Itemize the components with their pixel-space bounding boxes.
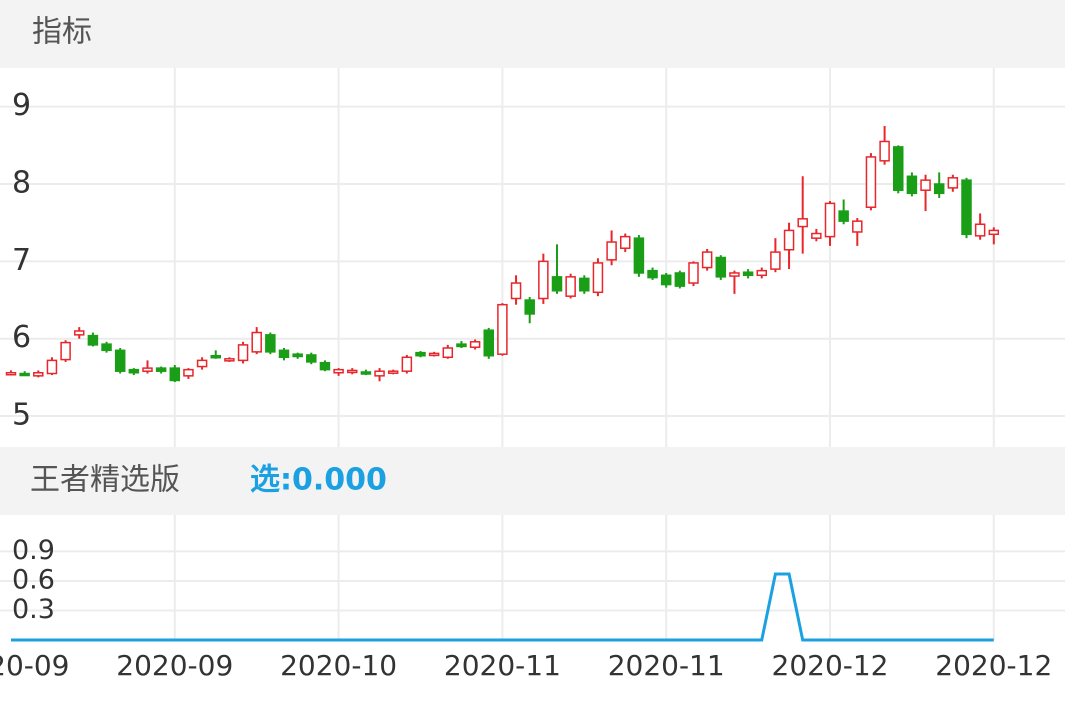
candle-body — [715, 256, 727, 278]
candle-body — [196, 359, 208, 368]
candle-body — [101, 343, 112, 352]
candle-body — [497, 303, 508, 355]
x-tick-label: 2020-09 — [116, 649, 233, 682]
candle-body — [74, 330, 85, 336]
candle-body — [824, 202, 836, 238]
candle-body — [729, 272, 740, 277]
candle-body — [920, 179, 931, 191]
candle-body — [347, 369, 358, 374]
y-tick-label: 6 — [12, 320, 31, 355]
candle-body — [647, 269, 658, 279]
y-tick-label: 5 — [12, 398, 31, 433]
candle-body — [933, 183, 945, 195]
candle-body — [538, 260, 549, 300]
candle-body — [947, 177, 959, 189]
candle-body — [606, 241, 617, 261]
candle-body — [360, 371, 372, 375]
candle-body — [988, 229, 1000, 236]
candle-body — [469, 341, 481, 348]
candle-body — [783, 229, 795, 251]
candle-body — [770, 251, 781, 270]
candle-body — [579, 277, 590, 292]
candle-body — [292, 353, 303, 358]
candle-body — [674, 272, 686, 287]
candle-body — [169, 367, 181, 382]
candle-body — [620, 235, 631, 249]
candle-body — [961, 179, 972, 236]
x-tick-label: 2020-12 — [935, 649, 1052, 682]
candle-body — [483, 329, 494, 357]
candle-body — [442, 347, 454, 359]
candle-body — [142, 367, 153, 372]
candle-body — [114, 349, 126, 372]
y-tick-label: 8 — [12, 166, 31, 201]
indicator-y-tick-label: 0.3 — [12, 594, 55, 625]
candle-body — [415, 351, 426, 357]
candle-body — [551, 276, 563, 292]
candle-body — [278, 349, 290, 359]
candle-body — [237, 344, 249, 362]
candle-body — [251, 331, 262, 353]
candle-body — [742, 271, 754, 277]
candle-body — [319, 361, 331, 371]
candle-body — [183, 368, 194, 377]
candle-body — [87, 334, 99, 346]
x-tick-label: 2020-09 — [0, 649, 70, 682]
indicator-line — [11, 572, 994, 642]
candle-body — [865, 156, 877, 208]
candle-body — [510, 282, 522, 300]
candle-body — [811, 232, 822, 239]
x-tick-label: 2020-12 — [772, 649, 889, 682]
candle-body — [592, 262, 604, 294]
candle-body — [155, 367, 167, 372]
candle-body — [906, 175, 918, 195]
indicator-value: 选:0.000 — [250, 463, 387, 498]
candle-body — [306, 354, 317, 363]
candle-body — [456, 343, 467, 348]
candle-body — [893, 146, 904, 191]
candle-body — [210, 354, 221, 359]
indicator-bar — [0, 447, 1065, 515]
candle-body — [401, 356, 413, 372]
plot-area: 5 6 7 8 9 0.30.60.9 — [0, 68, 1065, 642]
candle-body — [387, 370, 399, 374]
candle-body — [660, 274, 672, 286]
candle-body — [756, 269, 767, 277]
candle-body — [797, 218, 808, 228]
candle-body — [265, 334, 276, 353]
candle-body — [524, 299, 535, 315]
indicator-name: 王者精选版 — [30, 463, 180, 498]
candle-body — [60, 341, 71, 361]
y-tick-label: 9 — [12, 88, 31, 123]
candle-body — [879, 140, 890, 162]
candle-body — [428, 352, 440, 357]
x-tick-label: 2020-10 — [280, 649, 397, 682]
x-tick-label: 2020-11 — [608, 649, 725, 682]
candle-body — [5, 371, 17, 376]
indicator-y-tick-label: 0.9 — [12, 535, 55, 566]
candle-body — [701, 251, 713, 269]
candle-body — [46, 359, 58, 375]
chart-title: 指标 — [32, 15, 92, 50]
candle-body — [974, 223, 986, 237]
candle-body — [633, 237, 645, 274]
indicator-y-tick-label: 0.6 — [12, 564, 55, 595]
candle-body — [565, 276, 576, 297]
candle-body — [33, 371, 44, 377]
header-bar — [0, 0, 1065, 68]
candle-body — [333, 368, 344, 374]
y-tick-label: 7 — [12, 243, 31, 278]
x-tick-label: 2020-11 — [444, 649, 561, 682]
candle-body — [374, 370, 385, 377]
candle-body — [852, 220, 863, 233]
candle-body — [19, 372, 30, 377]
candle-body — [688, 262, 699, 284]
candle-body — [224, 358, 235, 362]
candle-body — [128, 368, 140, 374]
candle-body — [838, 210, 849, 222]
